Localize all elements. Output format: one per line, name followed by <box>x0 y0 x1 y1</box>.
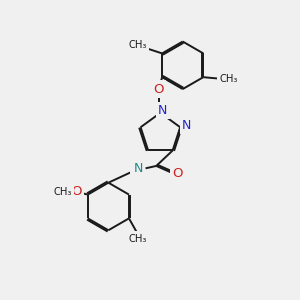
Text: N: N <box>182 119 191 132</box>
Text: O: O <box>71 185 82 198</box>
Text: N: N <box>134 162 143 175</box>
Text: H: H <box>132 162 141 175</box>
Text: CH₃: CH₃ <box>128 40 147 50</box>
Text: N: N <box>158 104 167 117</box>
Text: CH₃: CH₃ <box>129 234 147 244</box>
Text: O: O <box>153 82 164 96</box>
Text: CH₃: CH₃ <box>54 187 72 196</box>
Text: O: O <box>172 167 182 180</box>
Text: CH₃: CH₃ <box>219 74 238 84</box>
